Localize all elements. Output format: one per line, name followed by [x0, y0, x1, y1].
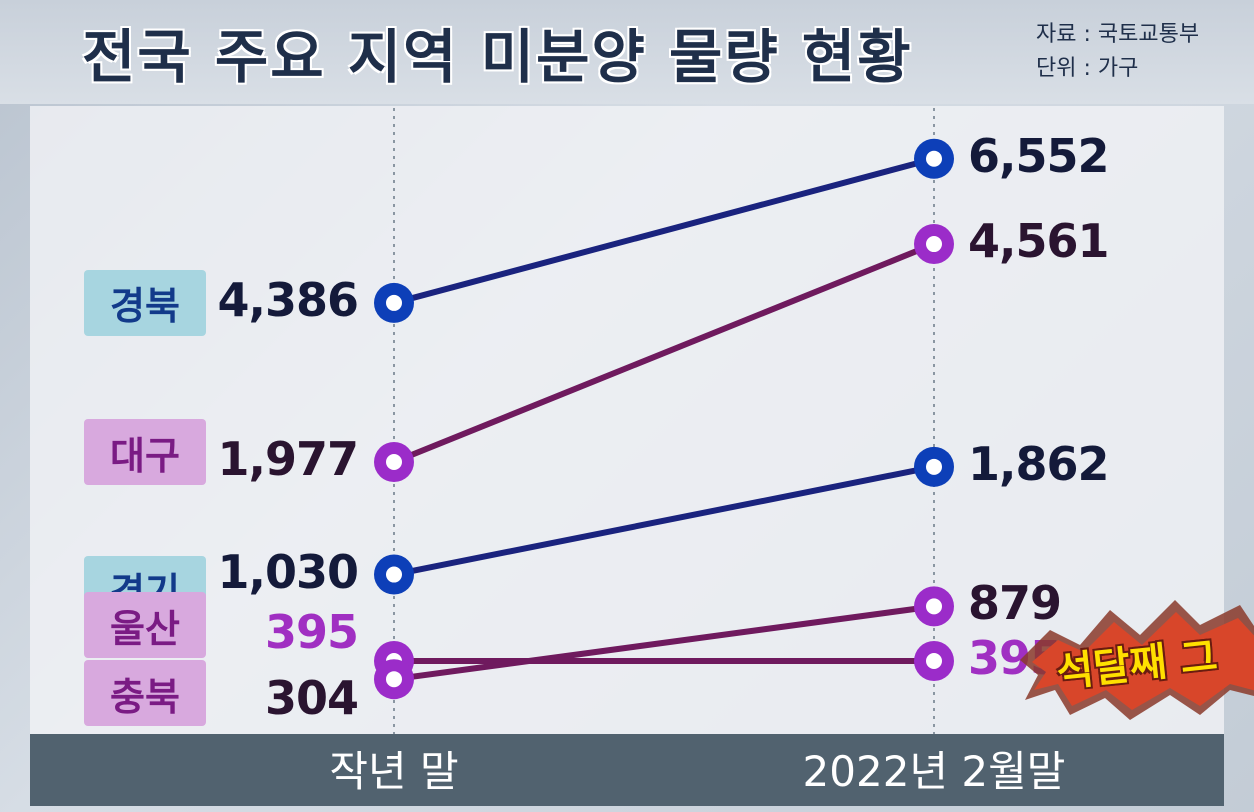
point-center-0-1 — [926, 150, 942, 167]
value-label-3-0: 395 — [264, 605, 359, 659]
series-line-0 — [393, 155, 935, 306]
point-3-1 — [914, 641, 954, 681]
point-center-2-0 — [386, 566, 402, 583]
point-center-1-0 — [386, 454, 402, 470]
source-info: 자료 : 국토교통부 단위 : 가구 — [1036, 18, 1199, 86]
point-1-0 — [374, 442, 414, 482]
badge-burst — [1020, 600, 1254, 720]
value-label-4-0: 304 — [264, 671, 359, 726]
value-label-4-1: 879 — [968, 576, 1062, 631]
x-tick-label-1: 2022년 2월말 — [802, 747, 1066, 796]
category-label-1: 대구 — [84, 419, 206, 485]
chart-panel — [30, 106, 1224, 734]
category-label-4: 충북 — [84, 660, 206, 727]
point-1-1 — [914, 224, 954, 265]
value-label-0-1: 6,552 — [968, 128, 1110, 183]
value-label-0-0: 4,386 — [217, 272, 359, 327]
point-4-0 — [374, 659, 414, 700]
point-center-4-1 — [926, 598, 942, 615]
point-2-0 — [374, 554, 414, 595]
value-label-1-1: 4,561 — [968, 214, 1110, 269]
unit-line: 단위 : 가구 — [1036, 56, 1139, 81]
point-center-3-1 — [926, 653, 942, 669]
title-bar — [0, 0, 1254, 104]
series-line-4 — [393, 603, 935, 683]
point-2-1 — [914, 446, 954, 487]
series-line-2 — [393, 463, 935, 578]
point-0-1 — [914, 138, 954, 179]
point-4-1 — [914, 586, 954, 627]
source-line: 자료 : 국토교통부 — [1036, 22, 1200, 47]
series-layer — [374, 138, 954, 700]
category-label-0: 경북 — [84, 269, 206, 336]
point-0-0 — [374, 282, 414, 323]
x-tick-label-0: 작년 말 — [329, 747, 459, 796]
series-line-1 — [392, 241, 936, 465]
point-center-2-1 — [926, 458, 942, 475]
value-label-1-0: 1,977 — [217, 432, 359, 486]
chart-title: 전국 주요 지역 미분양 물량 현황 — [82, 23, 913, 91]
value-label-2-1: 1,862 — [968, 436, 1110, 491]
point-center-4-0 — [386, 671, 402, 688]
point-center-1-1 — [926, 236, 942, 253]
point-center-0-0 — [386, 294, 402, 311]
x-axis-bar — [30, 734, 1224, 806]
value-label-2-0: 1,030 — [217, 544, 359, 599]
category-label-3: 울산 — [84, 592, 206, 658]
